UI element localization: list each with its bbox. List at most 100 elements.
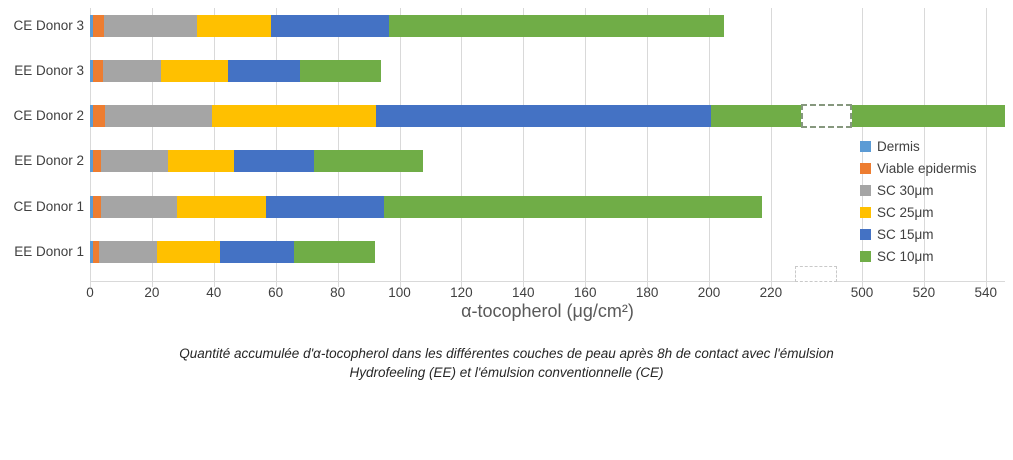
bar-segment: [90, 105, 94, 127]
legend-item: SC 25μm: [860, 201, 977, 223]
bar-segment: [102, 60, 161, 82]
gridline: [985, 8, 987, 281]
bar-segment: [219, 241, 295, 263]
bar-segment: [271, 15, 389, 37]
tick-mark: [275, 282, 277, 287]
gridline: [399, 8, 401, 281]
legend-swatch: [860, 162, 871, 174]
x-tick-label: 80: [330, 285, 346, 300]
tick-mark: [461, 282, 463, 287]
bar-segment: [100, 196, 177, 218]
bar-segment: [93, 15, 104, 37]
gridline: [275, 8, 277, 281]
bar-segment: [93, 150, 101, 172]
tick-mark: [399, 282, 401, 287]
legend-item: Viable epidermis: [860, 157, 977, 179]
tick-mark: [709, 282, 710, 287]
bar-segment: [167, 150, 234, 172]
legend-item: SC 15μm: [860, 223, 977, 245]
x-tick-label: 500: [850, 285, 874, 300]
legend-item: SC 10μm: [860, 245, 977, 267]
gridline: [337, 8, 339, 281]
legend-swatch: [860, 228, 871, 240]
bar-segment: [388, 15, 725, 37]
bar-segment: [156, 241, 220, 263]
gridline: [151, 8, 153, 281]
legend-swatch: [860, 206, 871, 218]
category-label: CE Donor 2: [13, 108, 84, 123]
gridline: [585, 8, 587, 281]
x-tick-label: 220: [759, 285, 783, 300]
bar-segment: [176, 196, 267, 218]
legend-label: SC 30μm: [877, 182, 934, 198]
x-tick-label: 0: [86, 285, 94, 300]
bar-segment: [93, 60, 103, 82]
x-tick-label: 20: [144, 285, 160, 300]
gridline: [923, 8, 925, 281]
bar-segment: [160, 60, 229, 82]
legend-swatch: [860, 184, 871, 196]
tick-mark: [151, 282, 153, 287]
x-tick-label: 160: [573, 285, 597, 300]
plot-area: [90, 8, 1005, 282]
gridline: [709, 8, 710, 281]
legend-item: Dermis: [860, 135, 977, 157]
legend-swatch: [860, 250, 871, 262]
gridline: [461, 8, 463, 281]
bar-segment: [105, 105, 213, 127]
x-axis-title: α-tocopherol (μg/cm²): [461, 301, 634, 321]
bar-segment: [93, 196, 101, 218]
x-tick-label: 120: [450, 285, 473, 300]
x-tick-label: 540: [974, 285, 998, 300]
caption-line-1: Quantité accumulée d'α-tocopherol dans l…: [179, 346, 834, 361]
bar-segment: [103, 15, 197, 37]
tick-mark: [770, 282, 772, 287]
legend-label: Dermis: [877, 138, 920, 154]
bar-segment: [90, 241, 94, 263]
legend-item: SC 30μm: [860, 179, 977, 201]
chart-area: CE Donor 3 EE Donor 3 CE Donor 2 EE Donor 2…: [13, 8, 1005, 321]
legend-label: SC 25μm: [877, 204, 934, 220]
x-tick-label: 140: [512, 285, 535, 300]
tick-mark: [90, 282, 91, 287]
bar-segment: [376, 105, 711, 127]
category-label: EE Donor 3: [14, 63, 84, 78]
legend: Dermis Viable epidermis SC 30μm SC 25μm SC 1…: [860, 135, 977, 267]
x-tick-label: 180: [635, 285, 659, 300]
tick-mark: [985, 282, 987, 287]
bar-segment: [99, 241, 157, 263]
bar-segment: [710, 105, 1005, 127]
tick-mark: [337, 282, 339, 287]
tick-mark: [923, 282, 925, 287]
caption-line-2: Hydrofeeling (EE) et l'émulsion conventi…: [349, 365, 664, 380]
x-tick-label: 100: [388, 285, 411, 300]
tick-mark: [647, 282, 649, 287]
bar-segment: [313, 150, 424, 172]
bar-segment: [233, 150, 314, 172]
bar-segment: [90, 150, 94, 172]
bar-segment: [90, 196, 94, 218]
figure-caption: Quantité accumulée d'α-tocopherol dans l…: [0, 344, 1013, 382]
category-label: CE Donor 3: [13, 18, 84, 33]
bar-segment: [300, 60, 381, 82]
category-label: CE Donor 1: [13, 199, 84, 214]
legend-label: SC 15μm: [877, 226, 934, 242]
x-tick-label: 200: [697, 285, 721, 300]
bar-segment: [93, 105, 106, 127]
gridline: [647, 8, 649, 281]
tick-mark: [523, 282, 525, 287]
bar-segment: [228, 60, 301, 82]
bar-segment: [196, 15, 272, 37]
bar-segment: [90, 15, 94, 37]
x-tick-label: 40: [206, 285, 222, 300]
bar-segment: [100, 150, 168, 172]
bar-segment: [294, 241, 375, 263]
gridline: [523, 8, 525, 281]
x-tick-label: 520: [912, 285, 936, 300]
x-tick-label: 60: [268, 285, 284, 300]
category-label: EE Donor 2: [14, 153, 84, 168]
gridline: [213, 8, 215, 281]
legend-swatch: [860, 140, 871, 152]
bar-axis-break-gap: [801, 104, 852, 128]
bar-segment: [384, 196, 762, 218]
